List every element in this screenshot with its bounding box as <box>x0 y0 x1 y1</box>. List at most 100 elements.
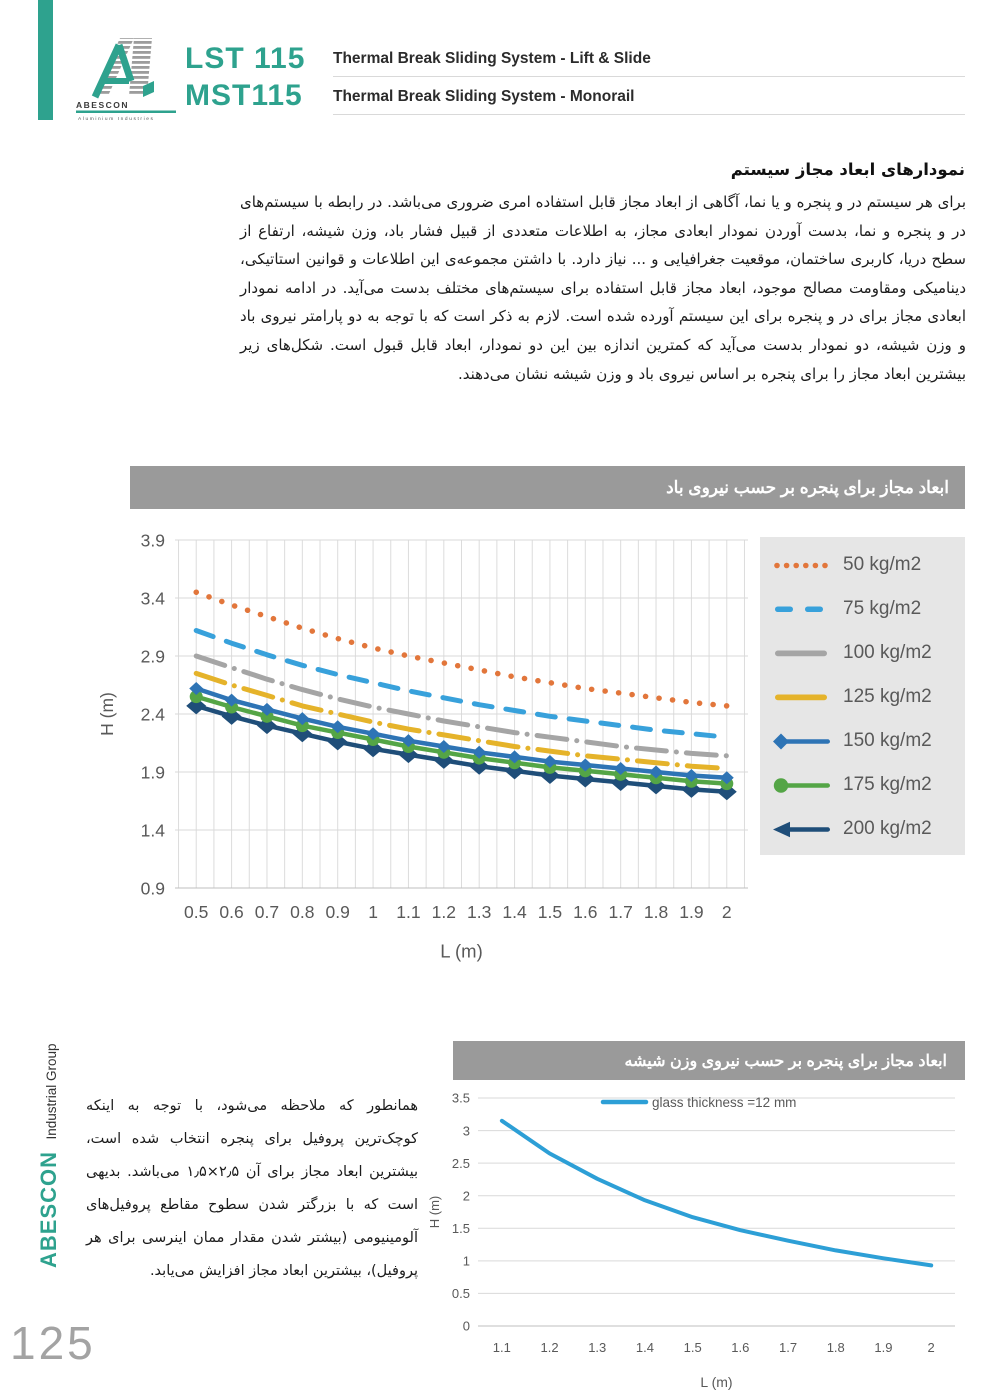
legend-item: 200 kg/m2 <box>760 807 965 851</box>
system-subtitle-1: Thermal Break Sliding System - Lift & Sl… <box>333 50 651 67</box>
legend-label: 100 kg/m2 <box>843 642 932 663</box>
y-tick-label: 2.4 <box>141 704 166 724</box>
diamond-marker <box>613 762 628 776</box>
y-axis-label: H (m) <box>427 1196 442 1229</box>
series-line-50-kg-m2 <box>193 589 730 709</box>
y-tick-label: 3.9 <box>141 530 165 550</box>
product-code-lst: LST 115 <box>185 42 306 75</box>
diamond-marker <box>189 681 204 695</box>
diamond-marker <box>542 755 557 769</box>
y-tick-label: 1 <box>463 1254 470 1269</box>
y-tick-label: 3 <box>463 1123 470 1138</box>
accent-bar <box>38 0 53 120</box>
x-tick-label: 1.9 <box>874 1340 892 1355</box>
legend-label: 75 kg/m2 <box>843 598 922 619</box>
diamond-marker <box>507 750 522 764</box>
glass-chart-plot: 3.5 3 2.5 2 1.5 1 0.5 0 1.1 1.2 1.3 1.4 1.5 1.6 1.7 1.8… <box>427 1091 955 1390</box>
logo-a-left <box>91 43 123 99</box>
series-line-150-kg-m2 <box>193 686 730 781</box>
x-tick-label: 0.8 <box>290 902 314 922</box>
x-tick-label: 1.5 <box>684 1340 702 1355</box>
series-line-175-kg-m2 <box>193 694 730 786</box>
big-diamond-marker <box>327 733 348 751</box>
big-diamond-marker <box>221 707 242 725</box>
x-tick-label: 1.1 <box>493 1340 511 1355</box>
y-tick-label: 1.5 <box>452 1221 470 1236</box>
y-tick-label: 3.4 <box>141 588 166 608</box>
big-diamond-marker <box>716 783 737 801</box>
legend-item: 75 kg/m2 <box>760 587 965 631</box>
big-diamond-marker <box>363 740 384 758</box>
circle-marker <box>260 709 274 723</box>
diamond-marker <box>366 727 381 741</box>
circle-marker <box>295 719 309 733</box>
legend-label: 200 kg/m2 <box>843 818 932 839</box>
big-diamond-marker <box>504 762 525 780</box>
page-number: 125 <box>10 1317 96 1369</box>
x-tick-label: 2 <box>928 1340 935 1355</box>
product-code-mst: MST115 <box>185 79 303 112</box>
glass-legend-label: glass thickness =12 mm <box>652 1095 796 1110</box>
diamond-marker <box>295 712 310 726</box>
logo-underline <box>76 110 176 113</box>
circle-marker <box>225 700 239 714</box>
legend-label: 175 kg/m2 <box>843 774 932 795</box>
dashes-legend-icon <box>775 606 823 612</box>
legend-item: 50 kg/m2 <box>760 543 965 587</box>
diamond-marker <box>649 765 664 779</box>
system-subtitle-2: Thermal Break Sliding System - Monorail <box>333 88 635 105</box>
subtitle-divider <box>333 76 965 77</box>
big-diamond-marker <box>186 697 207 715</box>
wind-chart-title: ابعاد مجاز برای پنجره بر حسب نیروی باد <box>130 466 965 509</box>
logo-a-right <box>115 43 135 83</box>
y-tick-label: 0 <box>463 1319 470 1334</box>
diamond-marker <box>684 768 699 782</box>
diamond-line-legend-icon <box>773 733 830 749</box>
x-tick-label: 1.9 <box>679 902 703 922</box>
diamond-marker <box>401 734 416 748</box>
x-tick-label: 1.2 <box>432 902 456 922</box>
legend-item: 100 kg/m2 <box>760 631 965 675</box>
diamond-marker <box>719 771 734 785</box>
legend-item: 175 kg/m2 <box>760 763 965 807</box>
x-axis-label: L (m) <box>700 1374 732 1390</box>
x-axis-label: L (m) <box>440 941 482 962</box>
series-line-200-kg-m2 <box>193 703 730 794</box>
big-diamond-marker <box>398 746 419 764</box>
legend-item: 150 kg/m2 <box>760 719 965 763</box>
y-tick-label: 3.5 <box>452 1091 470 1106</box>
diamond-marker <box>259 702 274 716</box>
legend-label: 150 kg/m2 <box>843 730 932 751</box>
series-line-75-kg-m2 <box>193 628 730 740</box>
conclusion-paragraph: همانطور که ملاحظه می‌شود، با توجه به این… <box>86 1098 418 1279</box>
x-tick-label: 1.7 <box>779 1340 797 1355</box>
y-tick-label: 2.5 <box>452 1156 470 1171</box>
line-legend-icon <box>775 650 827 656</box>
series-line-125-kg-m2 <box>193 670 730 771</box>
x-tick-label: 1.2 <box>541 1340 559 1355</box>
x-tick-label: 1.8 <box>644 902 668 922</box>
diamond-marker <box>224 693 239 707</box>
section-heading: نمودارهای ابعاد مجاز سیستم <box>730 160 965 179</box>
wind-chart-plot: 3.9 3.4 2.9 2.4 1.9 1.4 0.9 0.5 0.6 0.7 0.8 0.9 1 1.1… <box>97 530 748 962</box>
x-tick-label: 1.3 <box>588 1340 606 1355</box>
circle-marker <box>189 690 203 704</box>
y-tick-label: 1.4 <box>141 820 166 840</box>
logo-tower <box>129 38 152 96</box>
line-legend-icon <box>775 694 827 700</box>
y-tick-label: 0.9 <box>141 878 165 898</box>
diamond-marker <box>578 758 593 772</box>
x-tick-label: 1.7 <box>609 902 633 922</box>
wind-chart-legend: 50 kg/m2 75 kg/m2 100 kg/m2 125 kg/m2 150 kg… <box>760 537 965 855</box>
big-diamond-marker <box>256 717 277 735</box>
x-tick-label: 0.5 <box>184 902 208 922</box>
x-tick-label: 0.9 <box>326 902 350 922</box>
x-tick-label: 1.4 <box>636 1340 654 1355</box>
abescon-logo: ABESCON Aluminium Industries <box>76 38 176 122</box>
glass-chart-title: ابعاد مجاز برای پنجره بر حسب نیروی وزن ش… <box>453 1041 965 1080</box>
logo-subtext: Aluminium Industries <box>78 116 155 122</box>
arrow-line-legend-icon <box>773 821 830 837</box>
y-tick-label: 2.9 <box>141 646 165 666</box>
x-tick-label: 1.6 <box>731 1340 749 1355</box>
